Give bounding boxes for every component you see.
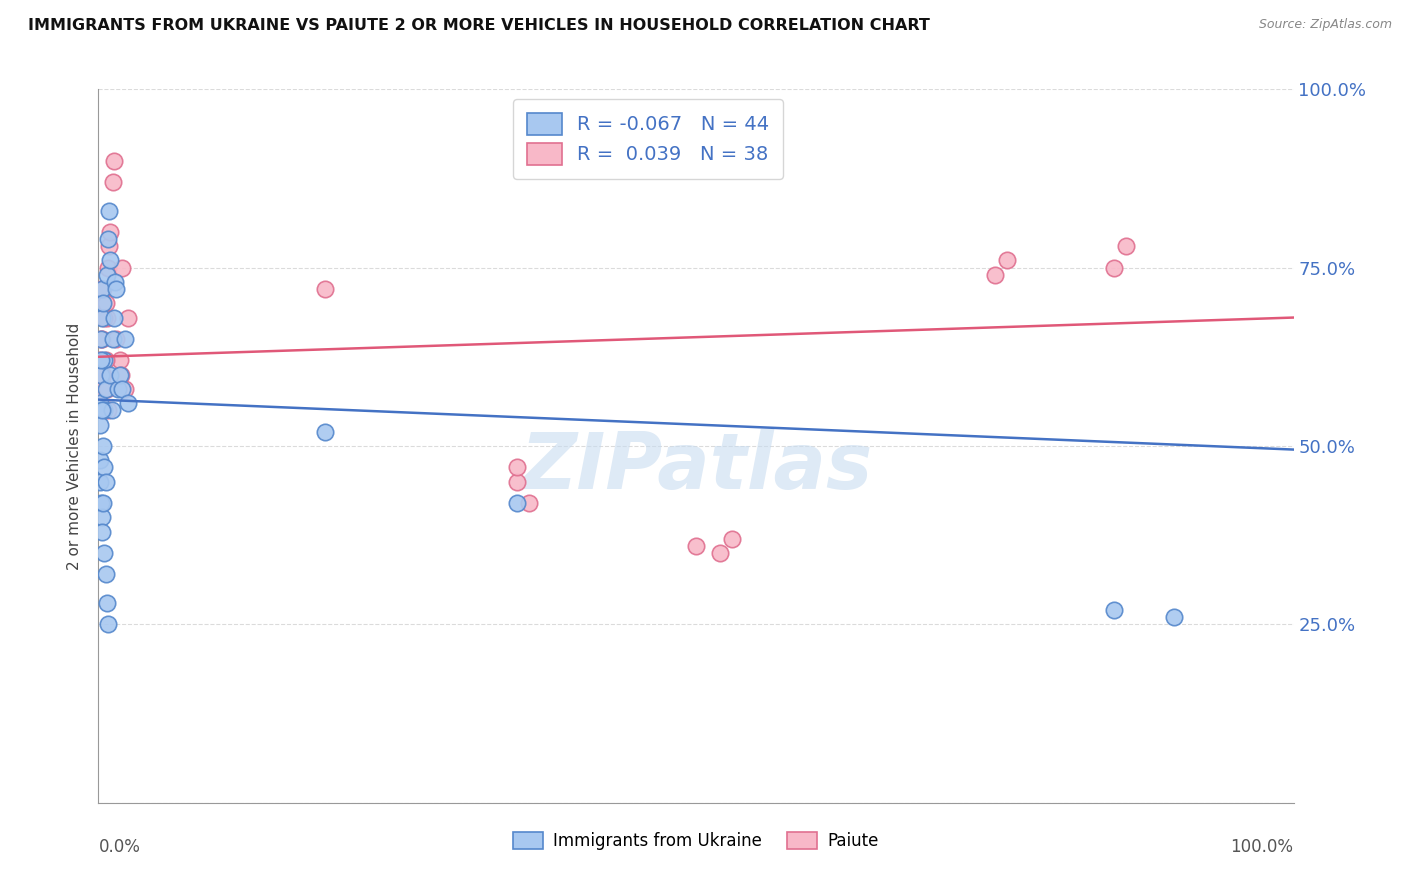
Point bbox=[91, 524, 114, 539]
Point bbox=[101, 332, 124, 346]
Point bbox=[506, 460, 529, 475]
Point bbox=[89, 475, 111, 489]
Point bbox=[315, 425, 337, 439]
Point bbox=[91, 439, 114, 453]
Point bbox=[114, 332, 136, 346]
Point bbox=[91, 368, 114, 382]
Point bbox=[94, 353, 117, 368]
Y-axis label: 2 or more Vehicles in Household: 2 or more Vehicles in Household bbox=[67, 322, 83, 570]
Point bbox=[89, 396, 111, 410]
Point bbox=[98, 225, 122, 239]
Point bbox=[90, 368, 112, 382]
Point bbox=[91, 310, 114, 325]
Point bbox=[91, 510, 114, 524]
Point bbox=[91, 403, 114, 417]
Text: ZIPatlas: ZIPatlas bbox=[520, 429, 872, 506]
Point bbox=[111, 260, 134, 275]
Point bbox=[506, 475, 529, 489]
Point bbox=[96, 596, 118, 610]
Point bbox=[721, 532, 744, 546]
Point bbox=[89, 368, 111, 382]
Point bbox=[98, 203, 121, 218]
Point bbox=[105, 332, 128, 346]
Point bbox=[91, 382, 114, 396]
Point bbox=[995, 253, 1018, 268]
Text: 100.0%: 100.0% bbox=[1230, 838, 1294, 856]
Point bbox=[94, 567, 117, 582]
Point bbox=[111, 382, 134, 396]
Point bbox=[709, 546, 731, 560]
Point bbox=[96, 382, 118, 396]
Point bbox=[114, 382, 136, 396]
Point bbox=[506, 496, 529, 510]
Point bbox=[91, 368, 114, 382]
Point bbox=[98, 368, 122, 382]
Point bbox=[98, 239, 121, 253]
Text: 0.0%: 0.0% bbox=[98, 838, 141, 856]
Point bbox=[96, 310, 118, 325]
Text: IMMIGRANTS FROM UKRAINE VS PAIUTE 2 OR MORE VEHICLES IN HOUSEHOLD CORRELATION CH: IMMIGRANTS FROM UKRAINE VS PAIUTE 2 OR M… bbox=[28, 18, 929, 33]
Point bbox=[110, 368, 132, 382]
Point bbox=[93, 403, 115, 417]
Point bbox=[117, 396, 139, 410]
Point bbox=[93, 403, 115, 417]
Point bbox=[93, 546, 115, 560]
Point bbox=[1104, 603, 1126, 617]
Point bbox=[91, 332, 114, 346]
Point bbox=[91, 296, 114, 310]
Point bbox=[107, 382, 129, 396]
Point bbox=[685, 539, 707, 553]
Point bbox=[90, 496, 112, 510]
Point bbox=[93, 353, 115, 368]
Point bbox=[90, 332, 112, 346]
Point bbox=[97, 232, 120, 246]
Point bbox=[94, 475, 117, 489]
Text: Source: ZipAtlas.com: Source: ZipAtlas.com bbox=[1258, 18, 1392, 31]
Point bbox=[94, 382, 117, 396]
Point bbox=[89, 453, 111, 467]
Point bbox=[117, 310, 139, 325]
Point bbox=[108, 368, 131, 382]
Point bbox=[1104, 260, 1126, 275]
Point bbox=[93, 310, 115, 325]
Point bbox=[315, 282, 337, 296]
Point bbox=[105, 282, 128, 296]
Point bbox=[97, 617, 120, 632]
Point bbox=[984, 268, 1007, 282]
Point bbox=[1115, 239, 1137, 253]
Point bbox=[96, 268, 118, 282]
Legend: Immigrants from Ukraine, Paiute: Immigrants from Ukraine, Paiute bbox=[505, 824, 887, 859]
Point bbox=[103, 310, 125, 325]
Point bbox=[93, 460, 115, 475]
Point bbox=[103, 153, 125, 168]
Point bbox=[91, 496, 114, 510]
Point bbox=[97, 260, 120, 275]
Point bbox=[90, 353, 112, 368]
Point bbox=[100, 403, 122, 417]
Point bbox=[517, 496, 540, 510]
Point bbox=[97, 403, 120, 417]
Point bbox=[91, 282, 114, 296]
Point bbox=[98, 253, 122, 268]
Point bbox=[90, 282, 112, 296]
Point bbox=[94, 296, 117, 310]
Point bbox=[104, 275, 127, 289]
Point bbox=[1163, 610, 1185, 624]
Point bbox=[89, 417, 111, 432]
Point bbox=[89, 353, 111, 368]
Point bbox=[108, 353, 131, 368]
Point bbox=[101, 175, 124, 189]
Point bbox=[90, 332, 112, 346]
Point bbox=[91, 282, 114, 296]
